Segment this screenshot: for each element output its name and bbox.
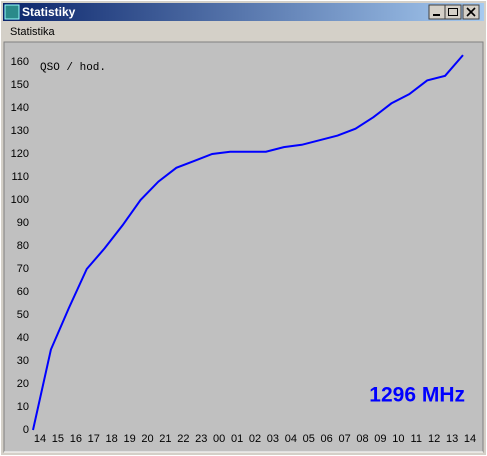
y-tick-label: 20 — [17, 378, 29, 390]
x-tick-label: 02 — [249, 433, 261, 445]
y-tick-label: 60 — [17, 286, 29, 298]
series-line — [32, 54, 464, 431]
x-tick-label: 05 — [303, 433, 315, 445]
close-glyph — [466, 7, 476, 17]
x-tick-label: 09 — [374, 433, 386, 445]
x-tick-label: 14 — [464, 433, 476, 445]
x-tick-label: 19 — [123, 433, 135, 445]
title-bar — [3, 3, 484, 21]
x-tick-label: 22 — [177, 433, 189, 445]
y-tick-label: 90 — [17, 217, 29, 229]
x-tick-label: 03 — [267, 433, 279, 445]
x-tick-label: 10 — [392, 433, 404, 445]
x-tick-label: 14 — [34, 433, 46, 445]
y-tick-label: 70 — [17, 263, 29, 275]
y-tick-label: 80 — [17, 240, 29, 252]
window-buttons — [428, 4, 480, 20]
app-icon — [4, 4, 20, 20]
x-tick-label: 04 — [285, 433, 297, 445]
y-tick-label: 140 — [11, 102, 29, 114]
x-tick-label: 12 — [428, 433, 440, 445]
x-tick-label: 16 — [70, 433, 82, 445]
x-tick-label: 17 — [88, 433, 100, 445]
band-annotation: 1296 MHz — [369, 384, 465, 407]
x-tick-label: 15 — [52, 433, 64, 445]
y-tick-label: 0 — [23, 424, 29, 436]
menu-item[interactable]: Statistika — [10, 26, 56, 38]
x-tick-label: 21 — [159, 433, 171, 445]
x-tick-label: 08 — [356, 433, 368, 445]
y-tick-label: 160 — [11, 56, 29, 68]
x-tick-label: 13 — [446, 433, 458, 445]
y-tick-label: 100 — [11, 194, 29, 206]
x-tick-label: 18 — [106, 433, 118, 445]
minimize-button[interactable] — [428, 4, 446, 20]
x-tick-label: 01 — [231, 433, 243, 445]
x-tick-label: 20 — [141, 433, 153, 445]
y-tick-label: 150 — [11, 79, 29, 91]
y-tick-label: 40 — [17, 332, 29, 344]
y-tick-label: 110 — [11, 171, 29, 183]
y-axis-label: QSO / hod. — [40, 62, 106, 74]
x-tick-label: 07 — [338, 433, 350, 445]
y-tick-label: 30 — [17, 355, 29, 367]
window-title: Statistiky — [22, 5, 76, 19]
maximize-button[interactable] — [444, 4, 462, 20]
x-tick-label: 06 — [321, 433, 333, 445]
y-tick-label: 10 — [17, 401, 29, 413]
x-tick-label: 11 — [411, 433, 422, 445]
chart-area — [3, 41, 484, 453]
y-tick-label: 130 — [11, 125, 29, 137]
x-tick-label: 00 — [213, 433, 225, 445]
maximize-glyph — [448, 8, 458, 16]
x-tick-label: 23 — [195, 433, 207, 445]
y-tick-label: 50 — [17, 309, 29, 321]
y-tick-label: 120 — [11, 148, 29, 160]
